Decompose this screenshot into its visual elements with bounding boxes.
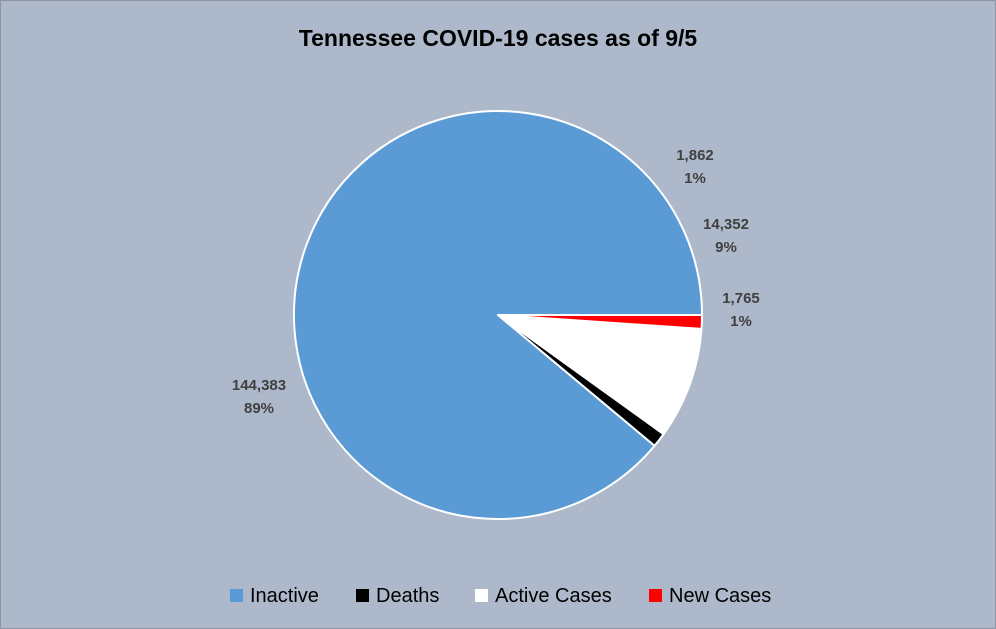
pie-slices [293,110,703,520]
legend-item-deaths: Deaths [356,585,439,607]
pie-slice-new-cases [497,314,703,330]
data-label-inactive: 144,383 89% [232,377,286,417]
legend: Inactive Deaths Active Cases New Cases [230,585,771,607]
data-label-deaths: 1,862 1% [676,147,714,187]
legend-swatch-new-cases [649,589,662,602]
legend-item-active-cases: Active Cases [475,585,612,607]
legend-item-new-cases: New Cases [649,585,771,607]
data-label-new-cases: 1,765 1% [722,290,760,330]
data-labels: 144,383 89% 1,862 1% 14,352 9% 1,765 1% [232,147,760,417]
data-label-active-cases: 14,352 9% [703,216,749,256]
pie-slice-active-cases [497,314,703,436]
chart-title: Tennessee COVID-19 cases as of 9/5 [299,25,698,51]
legend-swatch-inactive [230,589,243,602]
legend-label-active-cases: Active Cases [495,585,612,607]
legend-label-new-cases: New Cases [669,585,771,607]
legend-swatch-active-cases [475,589,488,602]
legend-swatch-deaths [356,589,369,602]
legend-label-deaths: Deaths [376,585,439,607]
legend-label-inactive: Inactive [250,585,319,607]
legend-item-inactive: Inactive [230,585,319,607]
